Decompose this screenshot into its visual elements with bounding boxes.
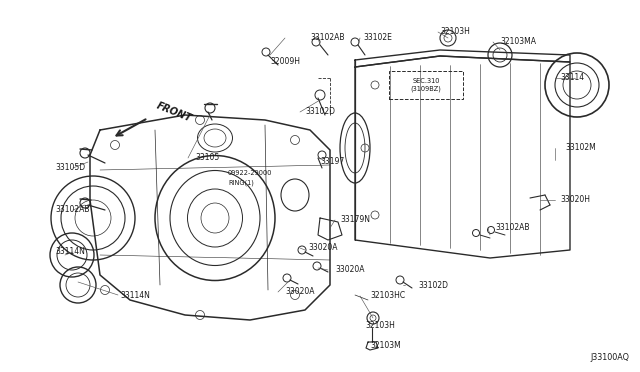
Text: 33102AB: 33102AB (495, 224, 529, 232)
Text: 32103MA: 32103MA (500, 38, 536, 46)
Text: SEC.310
(3109BZ): SEC.310 (3109BZ) (411, 78, 442, 92)
Text: 32103H: 32103H (365, 321, 395, 330)
Text: 33102M: 33102M (565, 144, 596, 153)
Text: FRONT: FRONT (155, 100, 193, 124)
Text: 33114N: 33114N (120, 291, 150, 299)
Text: 33105: 33105 (195, 154, 220, 163)
Text: 33102D: 33102D (418, 280, 448, 289)
Text: 33105D: 33105D (55, 164, 85, 173)
Text: 33020A: 33020A (285, 288, 314, 296)
Text: J33100AQ: J33100AQ (590, 353, 629, 362)
Text: 33102D: 33102D (305, 108, 335, 116)
Text: 09922-29000: 09922-29000 (228, 170, 273, 176)
Text: 33179N: 33179N (340, 215, 370, 224)
Text: 33102E: 33102E (363, 33, 392, 42)
Text: 33102AB: 33102AB (55, 205, 90, 215)
Text: 33114N: 33114N (55, 247, 85, 257)
Text: 33020A: 33020A (308, 244, 337, 253)
Text: RING(1): RING(1) (228, 180, 254, 186)
Text: 32009H: 32009H (270, 58, 300, 67)
Text: 33020H: 33020H (560, 196, 590, 205)
Text: 33020A: 33020A (335, 266, 365, 275)
Text: 33114: 33114 (560, 74, 584, 83)
Text: 32103H: 32103H (440, 28, 470, 36)
Text: 33197: 33197 (320, 157, 344, 167)
Text: 32103HC: 32103HC (370, 292, 405, 301)
Text: 33102AB: 33102AB (310, 33, 344, 42)
Text: 32103M: 32103M (370, 340, 401, 350)
